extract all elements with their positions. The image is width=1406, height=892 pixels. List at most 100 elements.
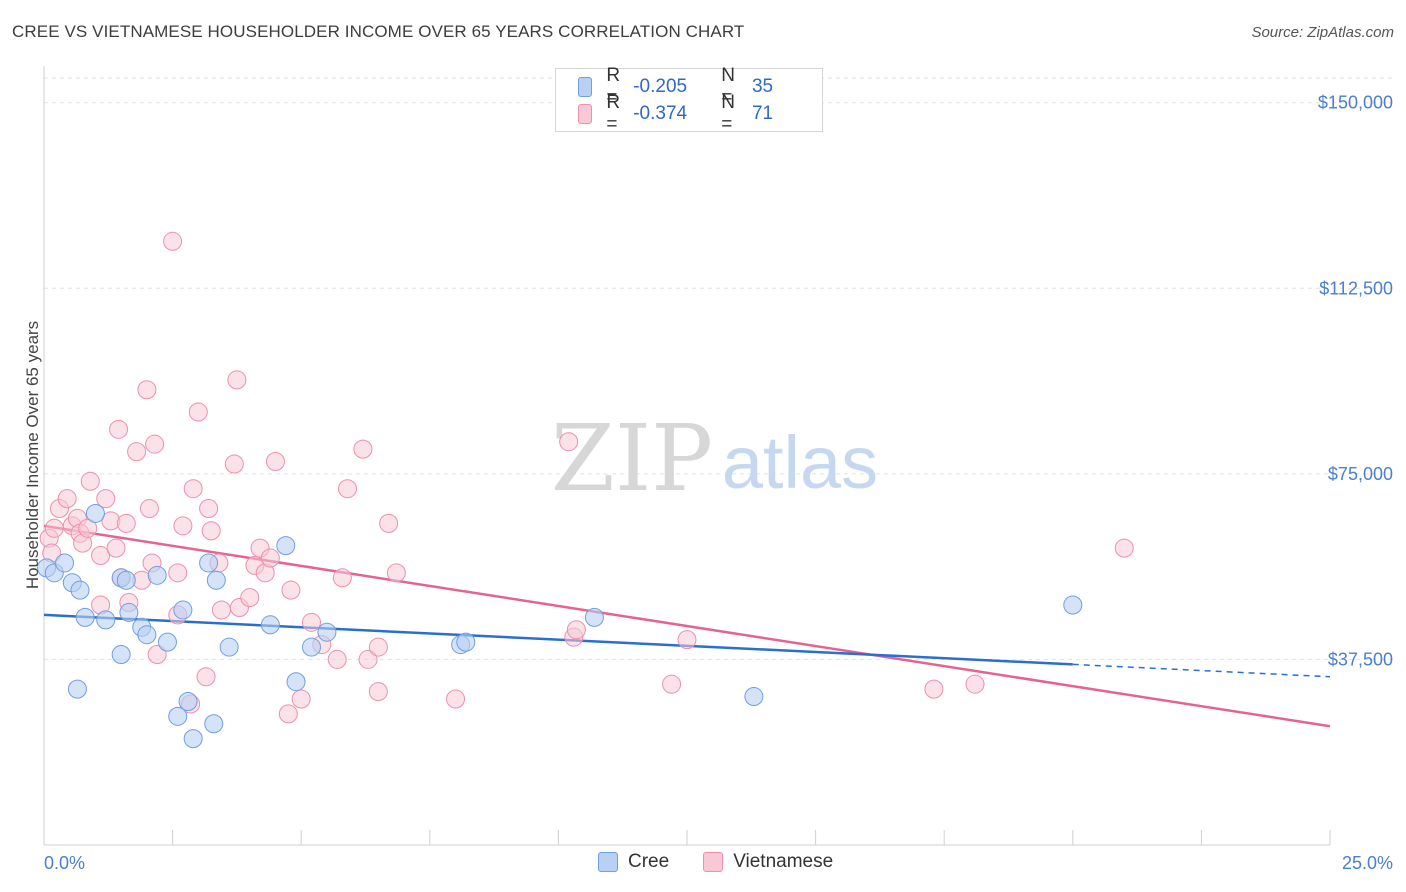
vietnamese-point <box>265 452 285 471</box>
y-axis-label: Householder Income Over 65 years <box>23 321 42 589</box>
vietnamese-point <box>78 518 98 538</box>
vietnamese-point <box>168 563 188 583</box>
cree-point <box>111 644 131 664</box>
legend-n-value: 35 <box>751 76 774 97</box>
series-legend: Cree Vietnamese <box>598 851 867 873</box>
cree-point <box>1063 595 1083 615</box>
vietnamese-point <box>368 682 388 702</box>
cree-points <box>37 503 1083 749</box>
vietnamese-point <box>379 513 399 533</box>
cree-point <box>173 600 193 620</box>
vietnamese-point <box>199 499 219 519</box>
vietnamese-point <box>196 667 216 687</box>
vietnamese-point <box>91 546 111 566</box>
y-tick-label: $150,000 <box>1318 93 1393 113</box>
vietnamese-point <box>57 489 77 509</box>
vietnamese-point <box>183 479 203 499</box>
vietnamese-point <box>211 600 231 620</box>
cree-point <box>206 570 226 590</box>
vietnamese-point <box>240 588 260 608</box>
vietnamese-point <box>924 679 944 699</box>
legend-row-vietnamese: R = -0.374 N = 71 <box>556 92 822 135</box>
vietnamese-swatch <box>578 104 593 124</box>
cree-point <box>199 553 219 573</box>
vietnamese-point <box>173 516 193 536</box>
vietnamese-swatch <box>703 852 724 872</box>
vietnamese-point <box>109 419 129 439</box>
vietnamese-point <box>44 518 64 538</box>
vietnamese-point <box>353 439 373 459</box>
vietnamese-point <box>163 231 183 251</box>
vietnamese-point <box>188 402 208 422</box>
vietnamese-point <box>139 499 159 519</box>
vietnamese-point <box>337 479 357 499</box>
cree-point <box>96 610 116 630</box>
vietnamese-point <box>137 380 157 400</box>
source-credit: Source: ZipAtlas.com <box>1251 24 1394 41</box>
cree-trend-extension <box>1072 663 1331 678</box>
vietnamese-point <box>96 489 116 509</box>
vietnamese-point <box>116 513 136 533</box>
vietnamese-point <box>566 620 586 640</box>
legend-r-label: R = <box>606 92 621 135</box>
cree-swatch <box>598 852 618 872</box>
cree-point <box>85 503 105 523</box>
legend-label-cree: Cree <box>628 851 670 872</box>
watermark-atlas: atlas <box>722 421 878 504</box>
x-tick-label: 25.0% <box>1342 853 1393 873</box>
cree-point <box>286 672 306 692</box>
vietnamese-point <box>224 454 244 474</box>
vietnamese-point <box>260 548 280 568</box>
cree-point <box>276 536 296 556</box>
cree-point <box>119 602 139 622</box>
cree-point <box>744 687 764 707</box>
vietnamese-point <box>106 538 126 558</box>
cree-point <box>178 691 198 711</box>
cree-swatch <box>578 77 593 97</box>
legend-r-value: -0.205 <box>633 76 688 97</box>
vietnamese-point <box>358 649 378 669</box>
cree-point <box>183 729 203 749</box>
legend-row-cree: R = -0.205 N = 35 <box>556 65 822 108</box>
vietnamese-point <box>281 580 301 600</box>
correlation-legend: R = -0.205 N = 35 R = -0.374 N = 71 <box>555 65 823 135</box>
cree-point <box>75 607 95 627</box>
vietnamese-point <box>386 563 406 583</box>
cree-point <box>116 570 136 590</box>
legend-label-vietnamese: Vietnamese <box>733 851 834 872</box>
legend-item-cree[interactable]: Cree <box>598 851 669 873</box>
vietnamese-point <box>1114 538 1134 558</box>
cree-point <box>70 580 90 600</box>
vietnamese-point <box>446 689 466 709</box>
cree-point <box>301 637 321 657</box>
vietnamese-points <box>39 231 1134 724</box>
vietnamese-point <box>368 637 388 657</box>
vietnamese-point <box>301 612 321 632</box>
legend-n-label: N = <box>721 92 735 135</box>
vietnamese-point <box>80 471 100 491</box>
cree-trend-line <box>43 613 1073 666</box>
watermark-zip: ZIP <box>551 405 713 512</box>
cree-point <box>147 565 167 585</box>
vietnamese-point <box>559 432 579 452</box>
tick-labels: $37,500 $75,000 $112,500 $150,000 0.0% 25.0% <box>44 93 1393 873</box>
legend-n-value: 71 <box>751 103 774 124</box>
y-tick-label: $112,500 <box>1319 278 1393 298</box>
cree-point <box>204 714 224 734</box>
cree-point <box>157 632 177 652</box>
vietnamese-point <box>332 568 352 588</box>
vietnamese-point <box>677 630 697 650</box>
trend-lines <box>43 524 1331 728</box>
vietnamese-point <box>227 370 247 390</box>
vietnamese-point <box>662 674 682 694</box>
cree-point <box>317 622 337 642</box>
cree-point <box>584 607 604 627</box>
cree-point <box>137 625 157 645</box>
vietnamese-point <box>145 434 165 454</box>
x-tick-label: 0.0% <box>44 853 85 873</box>
chart-title: CREE VS VIETNAMESE HOUSEHOLDER INCOME OV… <box>12 22 745 41</box>
legend-r-label: R = <box>606 65 621 108</box>
vietnamese-trend-line <box>43 524 1331 728</box>
legend-item-vietnamese[interactable]: Vietnamese <box>703 851 833 873</box>
